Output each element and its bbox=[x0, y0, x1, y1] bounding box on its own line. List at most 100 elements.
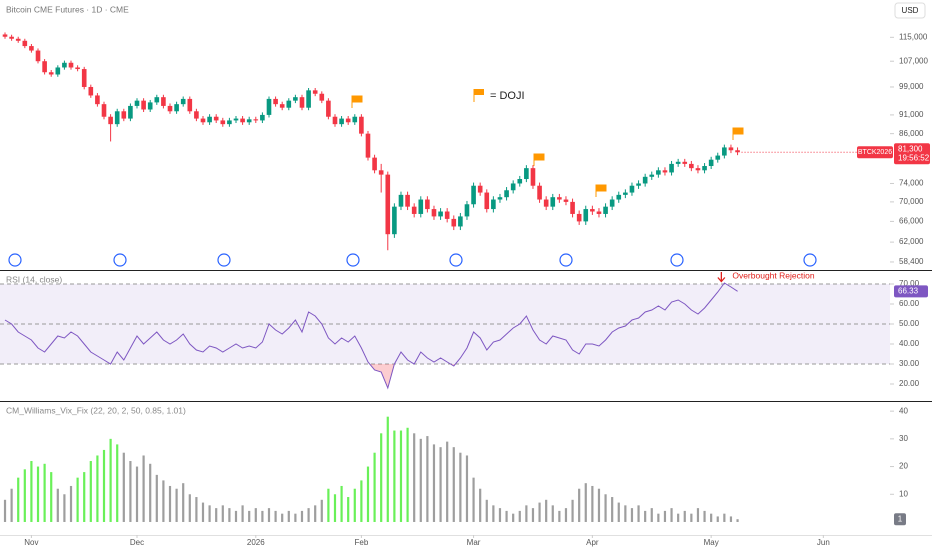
vix-bar bbox=[83, 472, 86, 522]
y-tick-label: 115,000 bbox=[899, 32, 928, 41]
vix-bar bbox=[69, 485, 73, 522]
vix-bar bbox=[663, 510, 667, 522]
vix-bar bbox=[604, 494, 607, 522]
vix-bar bbox=[129, 461, 132, 522]
candle-body bbox=[286, 100, 292, 108]
candle-body bbox=[537, 185, 542, 200]
event-icon[interactable] bbox=[559, 253, 573, 267]
y-tick-label: 20 bbox=[899, 462, 908, 471]
candle-body bbox=[147, 102, 153, 110]
symbol-label: BTCK2026 bbox=[858, 149, 892, 156]
event-icon[interactable] bbox=[449, 253, 463, 267]
currency-box[interactable] bbox=[894, 2, 926, 19]
symbol-box bbox=[857, 146, 893, 159]
vix-value-box bbox=[894, 513, 906, 526]
vix-bar bbox=[267, 508, 271, 522]
vix-bar bbox=[558, 510, 561, 522]
vix-bar bbox=[419, 438, 422, 522]
candle-body bbox=[299, 97, 305, 108]
candle-body bbox=[42, 61, 47, 73]
vix-bar bbox=[617, 502, 620, 522]
candle-body bbox=[623, 192, 628, 195]
candle-body bbox=[114, 111, 120, 125]
vix-bar bbox=[228, 508, 231, 522]
candle-body bbox=[220, 120, 226, 125]
vix-bar bbox=[571, 499, 574, 522]
vix-bar bbox=[413, 433, 416, 522]
y-tick-label: 30 bbox=[899, 434, 908, 443]
candle-body bbox=[180, 98, 186, 105]
candle-body bbox=[378, 170, 384, 175]
vix-bar bbox=[736, 519, 739, 522]
y-tick-label: 60.00 bbox=[899, 299, 920, 308]
y-tick-label: 91,000 bbox=[899, 110, 924, 119]
candle-body bbox=[603, 206, 608, 214]
event-icon[interactable] bbox=[346, 253, 360, 267]
candle-body bbox=[504, 190, 509, 198]
event-icon[interactable] bbox=[8, 253, 22, 267]
vix-bar bbox=[300, 510, 304, 522]
candle-body bbox=[590, 209, 595, 212]
chart-title: Bitcoin CME Futures · 1D · CME bbox=[6, 4, 129, 14]
candle-body bbox=[550, 197, 556, 207]
vix-bar bbox=[102, 449, 106, 522]
rsi-line bbox=[4, 282, 738, 390]
rsi-title: RSI (14, close) bbox=[6, 274, 62, 284]
event-icon[interactable] bbox=[670, 253, 684, 267]
vix-bar bbox=[360, 480, 363, 522]
candle-body bbox=[616, 194, 622, 200]
vix-bar bbox=[406, 427, 409, 522]
candle-body bbox=[517, 179, 523, 184]
candle-body bbox=[458, 216, 463, 227]
doji-flags bbox=[351, 95, 744, 197]
candle-body bbox=[154, 97, 160, 103]
vix-bar bbox=[584, 483, 587, 522]
candle-body bbox=[62, 62, 67, 68]
event-icon[interactable] bbox=[113, 253, 127, 267]
candle-body bbox=[319, 93, 325, 101]
vix-bar bbox=[723, 513, 726, 522]
candle-body bbox=[642, 176, 648, 184]
event-icon[interactable] bbox=[803, 253, 817, 267]
candle-body bbox=[629, 185, 635, 193]
candle-body bbox=[174, 104, 179, 112]
vix-bar bbox=[248, 510, 251, 522]
vix-bar bbox=[512, 513, 515, 522]
candle-body bbox=[471, 185, 476, 205]
candle-body bbox=[326, 100, 331, 117]
candle-body bbox=[200, 118, 206, 123]
candle-body bbox=[108, 116, 113, 125]
vix-bar bbox=[716, 516, 719, 522]
candle-body bbox=[359, 116, 364, 134]
candle-body bbox=[365, 133, 371, 158]
candle-body bbox=[213, 116, 219, 121]
vix-bar bbox=[89, 461, 92, 522]
candle-body bbox=[477, 185, 483, 193]
candle-body bbox=[543, 199, 549, 207]
candle-body bbox=[35, 50, 41, 62]
y-tick-label: 62,000 bbox=[899, 237, 924, 246]
vix-bar bbox=[525, 505, 528, 522]
candle-body bbox=[464, 204, 470, 217]
vix-bar bbox=[333, 494, 337, 522]
candle-body bbox=[48, 72, 54, 75]
candle-body bbox=[484, 192, 490, 210]
vix-bar bbox=[670, 508, 673, 522]
doji-flag bbox=[732, 127, 744, 140]
event-icon[interactable] bbox=[217, 253, 231, 267]
candle-body bbox=[583, 209, 589, 222]
vix-value-label: 1 bbox=[898, 514, 903, 523]
candle-body bbox=[22, 40, 28, 47]
vix-bar bbox=[366, 466, 370, 522]
candle-body bbox=[596, 211, 602, 214]
vix-bar bbox=[149, 463, 152, 522]
vix-bar bbox=[479, 488, 482, 522]
vix-bar bbox=[96, 455, 99, 522]
currency[interactable]: USD bbox=[902, 6, 919, 15]
rsi-value-label: 66.33 bbox=[898, 286, 919, 295]
vix-bar bbox=[50, 472, 53, 522]
vix-bar bbox=[591, 485, 594, 522]
candle-body bbox=[253, 119, 259, 121]
vix-bar bbox=[611, 497, 614, 522]
